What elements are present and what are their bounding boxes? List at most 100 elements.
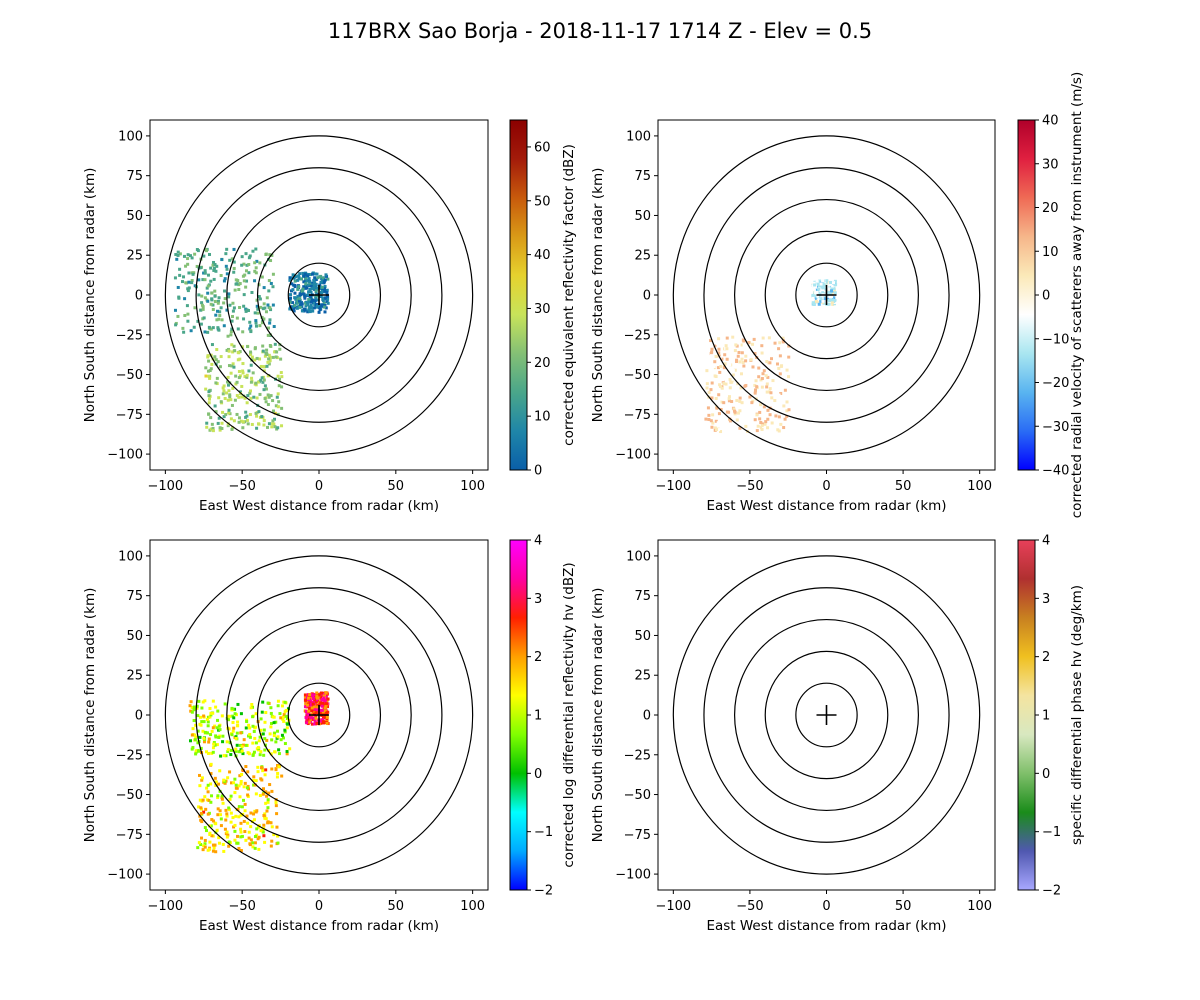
echo-cell — [706, 406, 710, 410]
echo-cell — [180, 280, 184, 284]
y-tick-label: 25 — [634, 249, 651, 264]
echo-cell — [207, 394, 211, 398]
echo-cell — [321, 276, 325, 280]
echo-cell — [218, 314, 222, 318]
echo-cell — [320, 285, 324, 289]
echo-cell — [704, 417, 708, 421]
echo-cell — [273, 411, 277, 415]
echo-cell — [823, 297, 827, 301]
echo-cell — [261, 830, 265, 834]
range-ring — [795, 262, 858, 328]
echo-cell — [215, 348, 219, 352]
echo-cell — [226, 833, 230, 837]
echo-cell — [217, 836, 221, 840]
x-tick-label: 50 — [895, 899, 912, 914]
echo-cell — [263, 397, 267, 401]
echo-cell — [760, 422, 764, 426]
echo-cell — [713, 344, 717, 348]
echo-cell — [203, 330, 207, 334]
echo-cell — [717, 412, 721, 416]
echo-cell — [176, 253, 180, 257]
colorbar-tick-label: 60 — [534, 140, 551, 155]
echo-cell — [239, 731, 243, 735]
echo-cell — [317, 693, 321, 697]
echo-cell — [212, 268, 216, 272]
echo-cell — [296, 300, 300, 304]
echo-cell — [748, 395, 752, 399]
echo-cell — [291, 288, 295, 292]
echo-cell — [323, 310, 327, 314]
echo-cell — [773, 341, 777, 345]
echo-cell — [307, 300, 311, 304]
y-axis-label: North South distance from radar (km) — [590, 168, 606, 423]
y-tick-label: −25 — [624, 328, 651, 343]
echo-cell — [214, 381, 218, 385]
echo-cell — [234, 747, 238, 751]
x-tick-label: 100 — [460, 479, 485, 494]
echo-cell — [829, 298, 833, 302]
echo-cell — [211, 308, 215, 312]
echo-cell — [276, 699, 280, 703]
echo-cell — [230, 327, 234, 331]
echo-cell — [199, 811, 203, 815]
range-ring — [672, 555, 981, 875]
echo-cell — [257, 739, 261, 743]
echo-cell — [707, 418, 711, 422]
echo-cell — [210, 751, 214, 755]
echo-cell — [264, 252, 268, 256]
echo-cell — [326, 297, 330, 301]
echo-cell — [223, 702, 227, 706]
echo-cell — [175, 257, 179, 261]
echo-cell — [239, 712, 243, 716]
echo-cell — [239, 821, 243, 825]
echo-cell — [207, 401, 211, 405]
echo-cell — [211, 843, 215, 847]
echo-cell — [221, 740, 225, 744]
echo-cell — [194, 752, 198, 756]
echo-cell — [320, 708, 324, 712]
echo-cell — [223, 289, 227, 293]
echo-cell — [714, 346, 718, 350]
echo-cell — [266, 821, 270, 825]
echo-cell — [306, 274, 310, 278]
echo-cell — [252, 775, 256, 779]
echo-cell — [197, 278, 201, 282]
echo-cell — [756, 424, 760, 428]
echo-cell — [320, 303, 324, 307]
echo-cell — [234, 749, 238, 753]
echo-cell — [232, 260, 236, 264]
echo-cell — [257, 295, 261, 299]
echo-cell — [193, 306, 197, 310]
echo-cell — [224, 252, 228, 256]
echo-cell — [729, 380, 733, 384]
echo-cell — [768, 413, 772, 417]
echo-cell — [232, 266, 236, 270]
echo-cell — [277, 384, 281, 388]
echo-cell — [230, 343, 234, 347]
echo-cell — [303, 296, 307, 300]
echo-cell — [268, 344, 272, 348]
echo-cell — [258, 357, 262, 361]
echo-cell — [217, 416, 221, 420]
echo-cell — [291, 273, 295, 277]
echo-cell — [720, 386, 724, 390]
echo-cell — [275, 812, 279, 816]
echo-cell — [308, 702, 312, 706]
echo-cell — [318, 308, 322, 312]
echo-cell — [216, 360, 220, 364]
echo-cell — [819, 282, 823, 286]
echo-cell — [261, 700, 265, 704]
echo-cell — [266, 374, 270, 378]
echo-cell — [233, 777, 237, 781]
echo-cell — [186, 253, 190, 257]
x-tick-label: 0 — [822, 479, 830, 494]
echo-cell — [212, 260, 216, 264]
echo-cell — [214, 783, 218, 787]
echo-cell — [252, 818, 256, 822]
echo-cell — [210, 343, 214, 347]
echo-cell — [237, 784, 241, 788]
echo-cell — [768, 387, 772, 391]
echo-cell — [227, 364, 231, 368]
echo-cell — [241, 426, 245, 430]
echo-cell — [227, 806, 231, 810]
